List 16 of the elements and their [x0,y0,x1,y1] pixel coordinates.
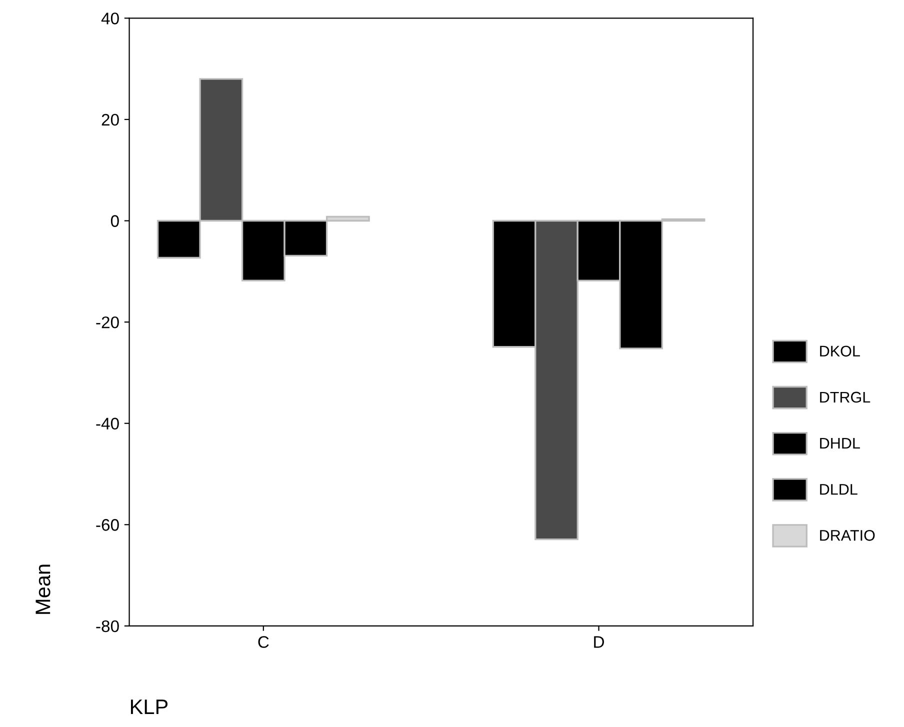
x-tick-label: D [594,636,604,648]
y-tick-label: 40 [101,12,119,24]
y-axis-title: Mean [36,564,50,614]
legend-label: DLDL [820,484,858,495]
legend-label: DRATIO [820,530,875,541]
legend-label: DHDL [820,438,860,449]
y-tick-label: -20 [96,316,119,328]
y-tick-label: 0 [110,215,119,227]
y-tick-label: 20 [102,114,119,126]
y-tick-label: -40 [96,418,119,430]
legend-label: DTRGL [820,392,870,403]
y-tick-label: -80 [96,620,119,632]
x-axis-title: KLP [130,700,168,714]
y-tick-label: -60 [96,519,119,531]
legend-label: DKOL [820,346,860,357]
x-tick-label: C [258,636,269,648]
